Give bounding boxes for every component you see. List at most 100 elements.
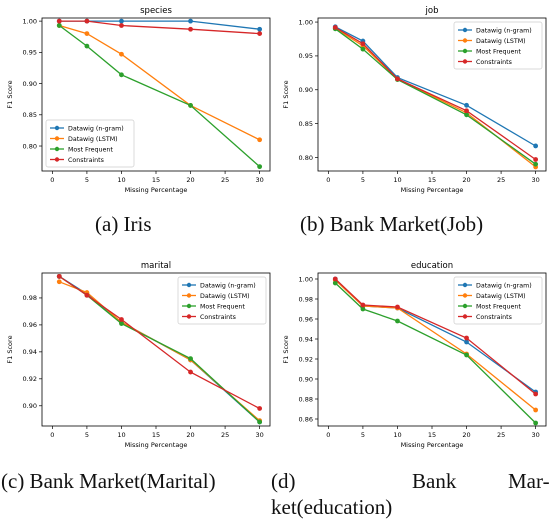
data-point-ngram bbox=[257, 26, 263, 32]
y-axis-label: F1 Score bbox=[6, 80, 14, 108]
x-tick-label: 10 bbox=[393, 431, 401, 439]
data-point-mostfreq bbox=[56, 23, 62, 28]
data-point-ngram bbox=[464, 102, 469, 108]
y-tick-label: 0.88 bbox=[299, 395, 313, 403]
x-axis-label: Missing Percentage bbox=[125, 186, 188, 194]
legend-swatch-marker bbox=[54, 136, 60, 141]
data-point-constraints bbox=[360, 302, 366, 308]
x-tick-label: 10 bbox=[117, 431, 125, 439]
legend-swatch-marker bbox=[462, 303, 468, 309]
series-line-constraints bbox=[59, 20, 260, 35]
data-point-constraints bbox=[119, 317, 124, 322]
legend-swatch-marker bbox=[462, 282, 468, 288]
caption-d-label: (d) bbox=[271, 469, 296, 493]
legend-entry-label: Most Frequent bbox=[476, 303, 521, 310]
x-tick-label: 0 bbox=[50, 176, 54, 184]
data-point-mostfreq bbox=[360, 306, 366, 312]
caption-c: (c) Bank Market(Marital) bbox=[1, 469, 216, 493]
data-point-mostfreq bbox=[257, 164, 263, 170]
data-point-mostfreq bbox=[119, 321, 124, 326]
legend-entry-label: Datawig (LSTM) bbox=[200, 293, 250, 300]
y-axis-label: F1 Score bbox=[282, 335, 290, 363]
chart-species: species 0 5 10 15 20 25 30 0.80 0.85 0.90 0.95 1.00 M… bbox=[0, 0, 272, 198]
y-tick-label: 0.86 bbox=[299, 415, 313, 423]
legend-entry-label: Constraints bbox=[476, 314, 512, 321]
x-tick-label: 15 bbox=[428, 176, 436, 184]
legend-box bbox=[453, 21, 543, 70]
legend-box bbox=[453, 276, 543, 325]
x-axis-label: Missing Percentage bbox=[125, 441, 188, 449]
y-tick-label: 0.90 bbox=[23, 80, 37, 88]
y-tick-label: 0.85 bbox=[23, 111, 37, 119]
data-point-constraints bbox=[332, 276, 338, 282]
legend-swatch-marker bbox=[462, 293, 468, 298]
data-point-lstm bbox=[257, 137, 263, 143]
data-point-constraints bbox=[395, 76, 400, 82]
x-tick-label: 25 bbox=[221, 431, 229, 439]
y-tick-label: 0.90 bbox=[299, 86, 313, 94]
x-tick-label: 25 bbox=[497, 176, 505, 184]
x-tick-label: 0 bbox=[326, 431, 330, 439]
legend-swatch-marker bbox=[462, 314, 468, 319]
caption-b: (b) Bank Market(Job) bbox=[300, 212, 484, 236]
legend-swatch-marker bbox=[54, 125, 60, 131]
chart-job-svg: job 0 5 10 15 20 25 30 0.80 0.85 0.90 0.95 1.00 Missi… bbox=[282, 6, 547, 194]
x-tick-label: 15 bbox=[152, 176, 160, 184]
y-tick-label: 1.00 bbox=[299, 275, 313, 283]
data-point-mostfreq bbox=[533, 161, 539, 167]
x-tick-label: 20 bbox=[462, 176, 470, 184]
data-point-mostfreq bbox=[360, 46, 366, 52]
data-point-constraints bbox=[360, 41, 366, 47]
data-point-mostfreq bbox=[257, 419, 263, 425]
y-tick-label: 0.96 bbox=[23, 321, 37, 329]
data-point-constraints bbox=[257, 406, 263, 411]
x-axis-label: Missing Percentage bbox=[401, 186, 464, 194]
legend-entry-label: Datawig (n-gram) bbox=[476, 282, 532, 289]
data-point-constraints bbox=[56, 18, 62, 24]
x-tick-label: 20 bbox=[462, 431, 470, 439]
x-tick-label: 30 bbox=[531, 431, 539, 439]
data-point-mostfreq bbox=[332, 280, 338, 286]
x-tick-label: 15 bbox=[152, 431, 160, 439]
y-tick-label: 0.94 bbox=[23, 348, 37, 356]
legend-swatch-marker bbox=[462, 27, 468, 33]
chart-title: education bbox=[411, 261, 453, 271]
legend-box bbox=[177, 276, 267, 325]
data-point-mostfreq bbox=[119, 72, 124, 78]
x-tick-label: 10 bbox=[117, 176, 125, 184]
caption-a: (a) Iris bbox=[95, 212, 152, 236]
chart-title: job bbox=[425, 6, 439, 16]
x-tick-label: 10 bbox=[393, 176, 401, 184]
data-point-mostfreq bbox=[188, 103, 193, 108]
y-tick-label: 0.90 bbox=[23, 402, 37, 410]
x-axis-label: Missing Percentage bbox=[401, 441, 464, 449]
data-point-constraints bbox=[533, 391, 539, 397]
data-point-mostfreq bbox=[188, 356, 193, 361]
chart-title: species bbox=[140, 6, 172, 16]
legend-entry-label: Constraints bbox=[200, 314, 236, 321]
y-tick-label: 0.92 bbox=[299, 355, 313, 363]
y-tick-label: 1.00 bbox=[23, 17, 37, 25]
x-tick-label: 5 bbox=[85, 176, 89, 184]
legend-entry-label: Constraints bbox=[476, 59, 512, 66]
y-tick-label: 0.98 bbox=[299, 295, 313, 303]
legend-entry-label: Datawig (n-gram) bbox=[200, 282, 256, 289]
x-tick-label: 20 bbox=[186, 431, 194, 439]
chart-marital-svg: marital 0 5 10 15 20 25 30 0.90 0.92 0.94 0.96 0.98 M… bbox=[6, 261, 271, 449]
legend-entry-label: Most Frequent bbox=[200, 303, 245, 310]
data-point-lstm bbox=[119, 51, 124, 57]
caption-d-word-bank: Bank bbox=[412, 469, 457, 493]
legend-swatch-marker bbox=[186, 282, 192, 288]
legend-swatch-marker bbox=[186, 314, 192, 319]
x-tick-label: 0 bbox=[326, 176, 330, 184]
data-point-constraints bbox=[257, 31, 263, 37]
legend-entry-label: Datawig (n-gram) bbox=[68, 125, 124, 132]
legend-swatch-marker bbox=[54, 157, 60, 162]
data-point-ngram bbox=[533, 143, 539, 149]
legend-entry-label: Constraints bbox=[68, 157, 104, 164]
legend-swatch-marker bbox=[462, 38, 468, 43]
legend-entry-label: Datawig (LSTM) bbox=[68, 136, 118, 143]
data-point-constraints bbox=[84, 18, 90, 24]
data-point-lstm bbox=[533, 407, 539, 413]
data-point-constraints bbox=[332, 25, 338, 30]
